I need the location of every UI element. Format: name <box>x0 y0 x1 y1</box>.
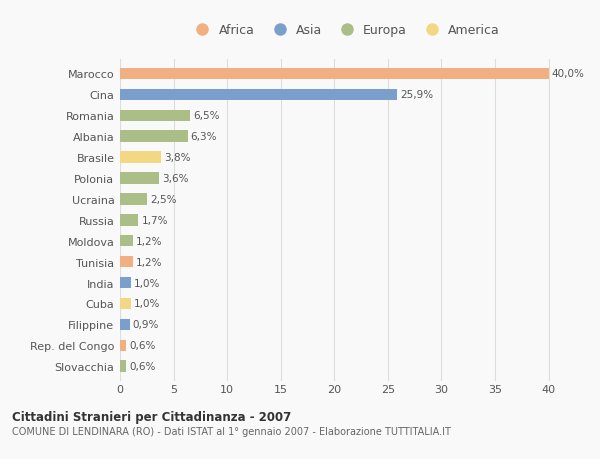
Text: COMUNE DI LENDINARA (RO) - Dati ISTAT al 1° gennaio 2007 - Elaborazione TUTTITAL: COMUNE DI LENDINARA (RO) - Dati ISTAT al… <box>12 426 451 436</box>
Legend: Africa, Asia, Europa, America: Africa, Asia, Europa, America <box>190 24 500 37</box>
Text: 1,7%: 1,7% <box>142 215 168 225</box>
Text: 0,6%: 0,6% <box>130 361 156 371</box>
Bar <box>120 277 131 289</box>
Bar <box>120 361 127 372</box>
Bar <box>120 194 147 205</box>
Bar <box>120 256 133 268</box>
Text: 3,6%: 3,6% <box>162 174 188 184</box>
Text: 1,0%: 1,0% <box>134 299 160 309</box>
Text: 1,2%: 1,2% <box>136 257 163 267</box>
Text: 6,3%: 6,3% <box>191 132 217 142</box>
Text: 40,0%: 40,0% <box>552 69 584 79</box>
Bar <box>120 214 138 226</box>
Bar <box>120 340 127 351</box>
Text: 0,6%: 0,6% <box>130 341 156 351</box>
Text: 1,2%: 1,2% <box>136 236 163 246</box>
Bar <box>120 68 548 80</box>
Bar <box>120 298 131 309</box>
Bar <box>120 319 130 330</box>
Text: 0,9%: 0,9% <box>133 319 159 330</box>
Bar <box>120 131 187 143</box>
Text: 25,9%: 25,9% <box>401 90 434 100</box>
Text: 3,8%: 3,8% <box>164 153 190 163</box>
Bar <box>120 152 161 163</box>
Bar <box>120 90 397 101</box>
Text: 2,5%: 2,5% <box>150 195 176 204</box>
Bar <box>120 110 190 122</box>
Bar <box>120 235 133 247</box>
Text: Cittadini Stranieri per Cittadinanza - 2007: Cittadini Stranieri per Cittadinanza - 2… <box>12 410 291 423</box>
Bar <box>120 173 158 185</box>
Text: 6,5%: 6,5% <box>193 111 220 121</box>
Text: 1,0%: 1,0% <box>134 278 160 288</box>
